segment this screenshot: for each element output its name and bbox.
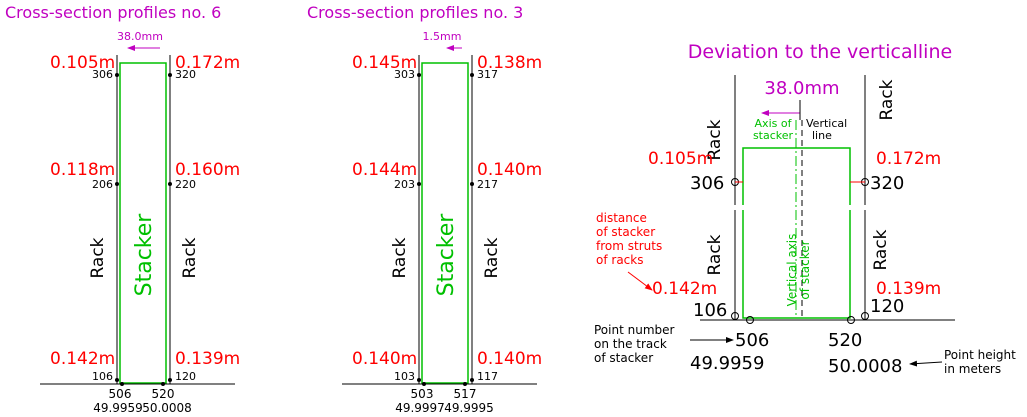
rack-label: Rack: [705, 234, 725, 275]
stacker: [421, 62, 469, 384]
point-mark: [422, 382, 426, 386]
height: 49.9959: [93, 401, 143, 415]
distance: 0.105m: [50, 53, 115, 73]
distance: 0.118m: [50, 160, 115, 180]
point: 306: [92, 68, 113, 81]
point-mark: [115, 182, 119, 186]
track-point: 506: [109, 387, 132, 401]
distance: 0.139m: [175, 349, 240, 369]
stacker-label: Stacker: [434, 213, 459, 297]
distance: 0.145m: [352, 53, 417, 73]
offset: 1.5mm: [423, 30, 462, 43]
distance: 0.142m: [50, 349, 115, 369]
height: 49.9997: [395, 401, 445, 415]
title: Cross-section profiles no. 6: [5, 3, 221, 22]
point-mark: [417, 378, 421, 382]
vertical-axis-label: Vertical axisof stacker: [785, 234, 812, 307]
arrow: [627, 271, 653, 291]
deviation-panel: Deviation to the verticalline 38.0mm Rac…: [594, 41, 1016, 377]
point-mark: [847, 316, 855, 324]
distance: 0.172m: [876, 149, 941, 169]
note: Point number on the track of stacker: [594, 323, 675, 365]
point: 106: [92, 370, 113, 383]
title: Deviation to the verticalline: [688, 41, 952, 63]
point: 120: [870, 296, 904, 317]
point: 103: [394, 370, 415, 383]
point-mark: [161, 382, 165, 386]
point-mark: [746, 316, 754, 324]
rack-label: Rack: [180, 237, 200, 278]
point-mark: [115, 73, 119, 77]
offset: 38.0mm: [117, 30, 163, 43]
distance: 0.142m: [652, 279, 717, 299]
note: Point height in meters: [944, 348, 1016, 376]
rack-label: Rack: [482, 237, 502, 278]
point: 320: [870, 173, 904, 194]
rack-label: Rack: [390, 237, 410, 278]
rack-label: Rack: [877, 79, 897, 120]
point-mark: [168, 73, 172, 77]
title: Cross-section profiles no. 3: [307, 3, 523, 22]
rack-label: Rack: [871, 229, 891, 270]
track-point: 503: [411, 387, 434, 401]
distance: 0.144m: [352, 160, 417, 180]
height: 49.9995: [444, 401, 494, 415]
track-point: 517: [454, 387, 477, 401]
point-mark: [417, 182, 421, 186]
point-mark: [115, 378, 119, 382]
distance: 0.140m: [352, 349, 417, 369]
distance: 0.172m: [175, 53, 240, 73]
track-point: 520: [152, 387, 175, 401]
point-mark: [470, 182, 474, 186]
point: 206: [92, 178, 113, 191]
offset: 38.0mm: [764, 78, 839, 99]
height: 49.9959: [690, 353, 764, 374]
distance: 0.160m: [175, 160, 240, 180]
point: 220: [175, 178, 196, 191]
distance: 0.140m: [477, 349, 542, 369]
point: 317: [477, 68, 498, 81]
point: 320: [175, 68, 196, 81]
point: 117: [477, 370, 498, 383]
point-mark: [470, 378, 474, 382]
point: 120: [175, 370, 196, 383]
point: 217: [477, 178, 498, 191]
distance: 0.138m: [477, 53, 542, 73]
point: 306: [690, 173, 724, 194]
vertical-label: Vertical line: [806, 117, 847, 142]
point-mark: [731, 312, 739, 320]
point-mark: [463, 382, 467, 386]
point: 203: [394, 178, 415, 191]
point-mark: [168, 378, 172, 382]
point-mark: [120, 382, 124, 386]
point: 106: [693, 300, 727, 321]
distance: 0.105m: [648, 149, 713, 169]
rack-label: Rack: [705, 119, 725, 160]
point: 303: [394, 68, 415, 81]
point-mark: [168, 182, 172, 186]
point-mark: [470, 73, 474, 77]
track-point: 506: [735, 330, 769, 351]
distance: 0.139m: [876, 279, 941, 299]
arrow: [909, 360, 943, 367]
height: 50.0008: [828, 356, 902, 377]
point-mark: [417, 73, 421, 77]
rack-label: Rack: [88, 237, 108, 278]
axis-label: Axis of stacker: [753, 117, 794, 142]
distance: 0.140m: [477, 160, 542, 180]
stacker-label: Stacker: [132, 213, 157, 297]
point-mark: [861, 312, 869, 320]
stacker: [119, 62, 167, 384]
note: distance of stacker from struts of racks: [596, 211, 662, 267]
height: 50.0008: [142, 401, 192, 415]
track-point: 520: [828, 330, 862, 351]
